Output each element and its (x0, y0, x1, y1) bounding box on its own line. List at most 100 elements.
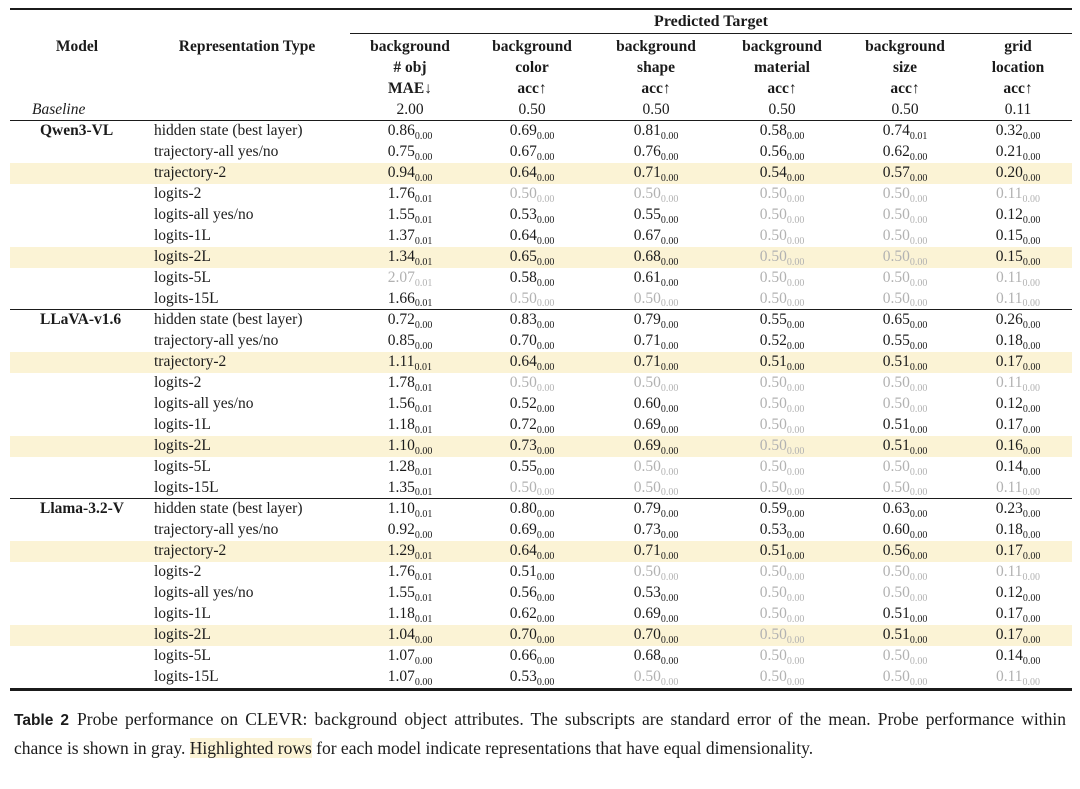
predicted-target-header: Predicted Target (350, 10, 1072, 34)
metric-value: 0.500.00 (718, 289, 846, 310)
standard-error-subscript: 0.00 (414, 130, 433, 142)
metric-value: 0.500.00 (594, 289, 718, 310)
standard-error-subscript: 0.01 (414, 298, 433, 310)
metric-value: 0.500.00 (718, 246, 846, 268)
representation-type: hidden state (best layer) (144, 498, 350, 520)
value: 0.65 (509, 248, 537, 265)
column-header-metric: background size acc↑ (865, 38, 945, 97)
value: 1.34 (387, 248, 415, 265)
model-name (10, 583, 144, 604)
value: 0.17 (995, 353, 1023, 370)
standard-error-subscript: 0.01 (909, 130, 928, 142)
standard-error-subscript: 0.00 (660, 655, 679, 667)
metric-value: 0.640.00 (470, 351, 594, 373)
representation-type: logits-2L (144, 435, 350, 457)
model-name (10, 540, 144, 562)
value: 0.67 (633, 227, 661, 244)
standard-error-subscript: 0.00 (909, 466, 928, 478)
value: 0.15 (995, 248, 1023, 265)
value: 0.23 (995, 500, 1023, 518)
table-caption: Table 2 Probe performance on CLEVR: backg… (14, 706, 1066, 761)
standard-error-subscript: 0.00 (909, 298, 928, 310)
metric-value: 0.500.00 (718, 226, 846, 247)
metric-value: 0.500.00 (470, 478, 594, 499)
metric-value: 0.170.00 (964, 604, 1072, 625)
value: 0.72 (387, 311, 415, 329)
standard-error-subscript: 0.00 (536, 277, 555, 289)
representation-type: logits-2L (144, 624, 350, 646)
representation-type: hidden state (best layer) (144, 309, 350, 331)
metric-value: 0.620.00 (846, 142, 964, 163)
metric-value: 0.500.00 (846, 246, 964, 268)
value: 0.50 (759, 478, 787, 496)
standard-error-subscript: 0.00 (536, 466, 555, 478)
value: 0.50 (759, 206, 787, 223)
value: 1.76 (387, 185, 415, 202)
standard-error-subscript: 0.00 (536, 592, 555, 604)
value: 0.50 (759, 605, 787, 622)
metric-value: 0.620.00 (470, 604, 594, 625)
standard-error-subscript: 0.00 (536, 571, 555, 583)
standard-error-subscript: 0.00 (909, 361, 928, 373)
table-row: logits-1L 1.180.01 0.720.00 0.690.00 0.500.0… (10, 415, 1072, 436)
value: 0.56 (509, 584, 537, 601)
value: 0.81 (633, 122, 661, 140)
standard-error-subscript: 0.01 (414, 571, 433, 583)
value: 0.26 (995, 311, 1023, 329)
standard-error-subscript: 0.00 (536, 361, 555, 373)
metric-value: 0.560.00 (718, 142, 846, 163)
standard-error-subscript: 0.01 (414, 466, 433, 478)
value: 0.60 (633, 395, 661, 412)
standard-error-subscript: 0.00 (786, 130, 805, 142)
value: 0.69 (633, 605, 661, 622)
standard-error-subscript: 0.00 (1022, 319, 1041, 331)
metric-value: 0.710.00 (594, 540, 718, 562)
metric-value: 0.830.00 (470, 309, 594, 331)
table-row: logits-5L 1.280.01 0.550.00 0.500.00 0.500.0… (10, 457, 1072, 478)
standard-error-subscript: 0.00 (786, 466, 805, 478)
standard-error-subscript: 0.00 (536, 655, 555, 667)
metric-value: 0.500.00 (846, 226, 964, 247)
model-name (10, 667, 144, 688)
value: 0.12 (995, 395, 1023, 412)
metric-value: 0.500.00 (594, 562, 718, 583)
value: 1.66 (387, 289, 415, 307)
value: 0.56 (759, 143, 787, 160)
standard-error-subscript: 0.00 (660, 256, 679, 268)
value: 0.50 (759, 227, 787, 244)
model-name: LLaVA-v1.6 (10, 309, 144, 331)
metric-value: 0.710.00 (594, 351, 718, 373)
value: 0.51 (882, 605, 910, 622)
representation-type: logits-5L (154, 458, 211, 475)
standard-error-subscript: 0.00 (1022, 193, 1041, 205)
value: 1.35 (387, 478, 415, 496)
baseline-value: 0.50 (891, 100, 919, 118)
standard-error-subscript: 0.00 (660, 571, 679, 583)
standard-error-subscript: 0.00 (660, 151, 679, 163)
value: 0.50 (882, 227, 910, 244)
metric-value: 0.150.00 (964, 246, 1072, 268)
metric-value: 0.740.01 (846, 120, 964, 142)
metric-value: 0.520.00 (470, 394, 594, 415)
representation-type: logits-5L (154, 269, 211, 286)
standard-error-subscript: 0.00 (660, 550, 679, 562)
model-name (10, 520, 144, 541)
metric-value: 1.280.01 (350, 457, 470, 478)
representation-type: trajectory-2 (144, 162, 350, 184)
metric-value: 0.500.00 (718, 415, 846, 436)
table-row: logits-1L 1.180.01 0.620.00 0.690.00 0.500.0… (10, 604, 1072, 625)
value: 0.69 (633, 437, 661, 454)
predicted-target-row: Predicted Target (10, 10, 1072, 34)
value: 0.50 (882, 374, 910, 391)
metric-value: 0.500.00 (470, 373, 594, 394)
metric-value: 0.500.00 (846, 289, 964, 310)
table-row: trajectory-all yes/no 0.920.00 0.690.00 0.7… (10, 520, 1072, 541)
standard-error-subscript: 0.00 (909, 508, 928, 520)
value: 0.11 (995, 374, 1023, 391)
value: 0.50 (509, 374, 537, 391)
standard-error-subscript: 0.00 (786, 634, 805, 646)
model-name (10, 457, 144, 478)
metric-value: 0.500.00 (718, 373, 846, 394)
value: 0.21 (995, 143, 1023, 160)
metric-value: 0.170.00 (964, 415, 1072, 436)
